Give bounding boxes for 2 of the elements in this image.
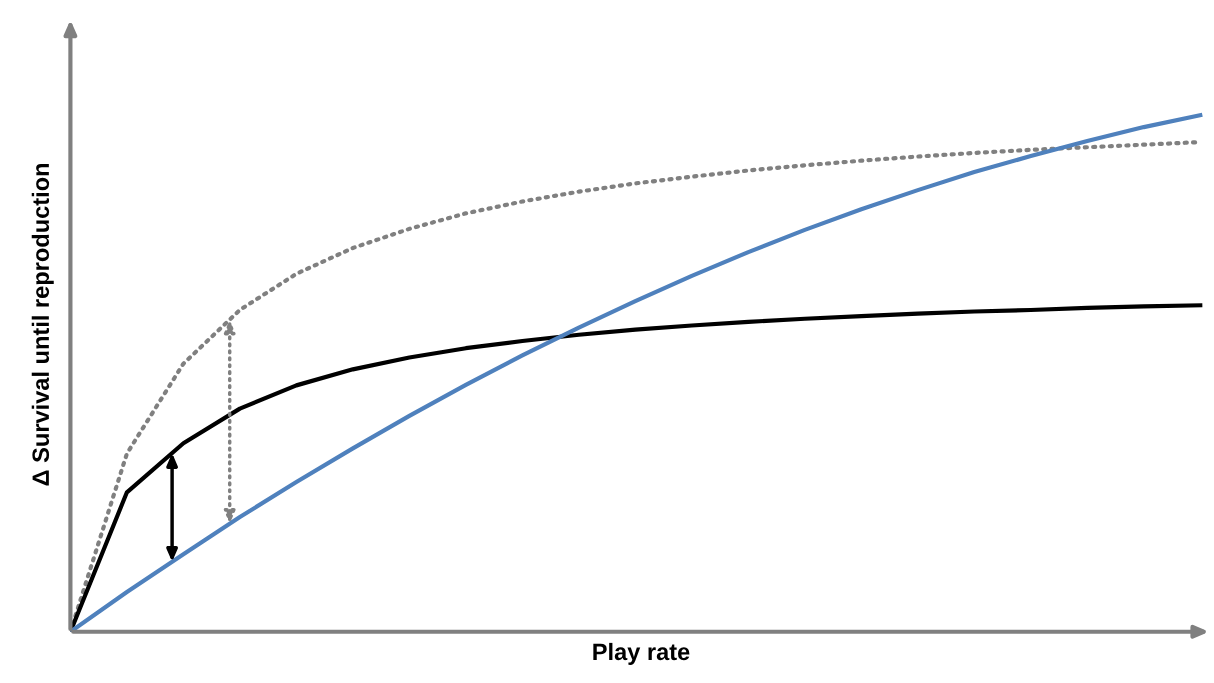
x-axis-title: Play rate: [593, 642, 690, 665]
y-axis-title: Δ Survival until reproduction: [31, 163, 54, 486]
